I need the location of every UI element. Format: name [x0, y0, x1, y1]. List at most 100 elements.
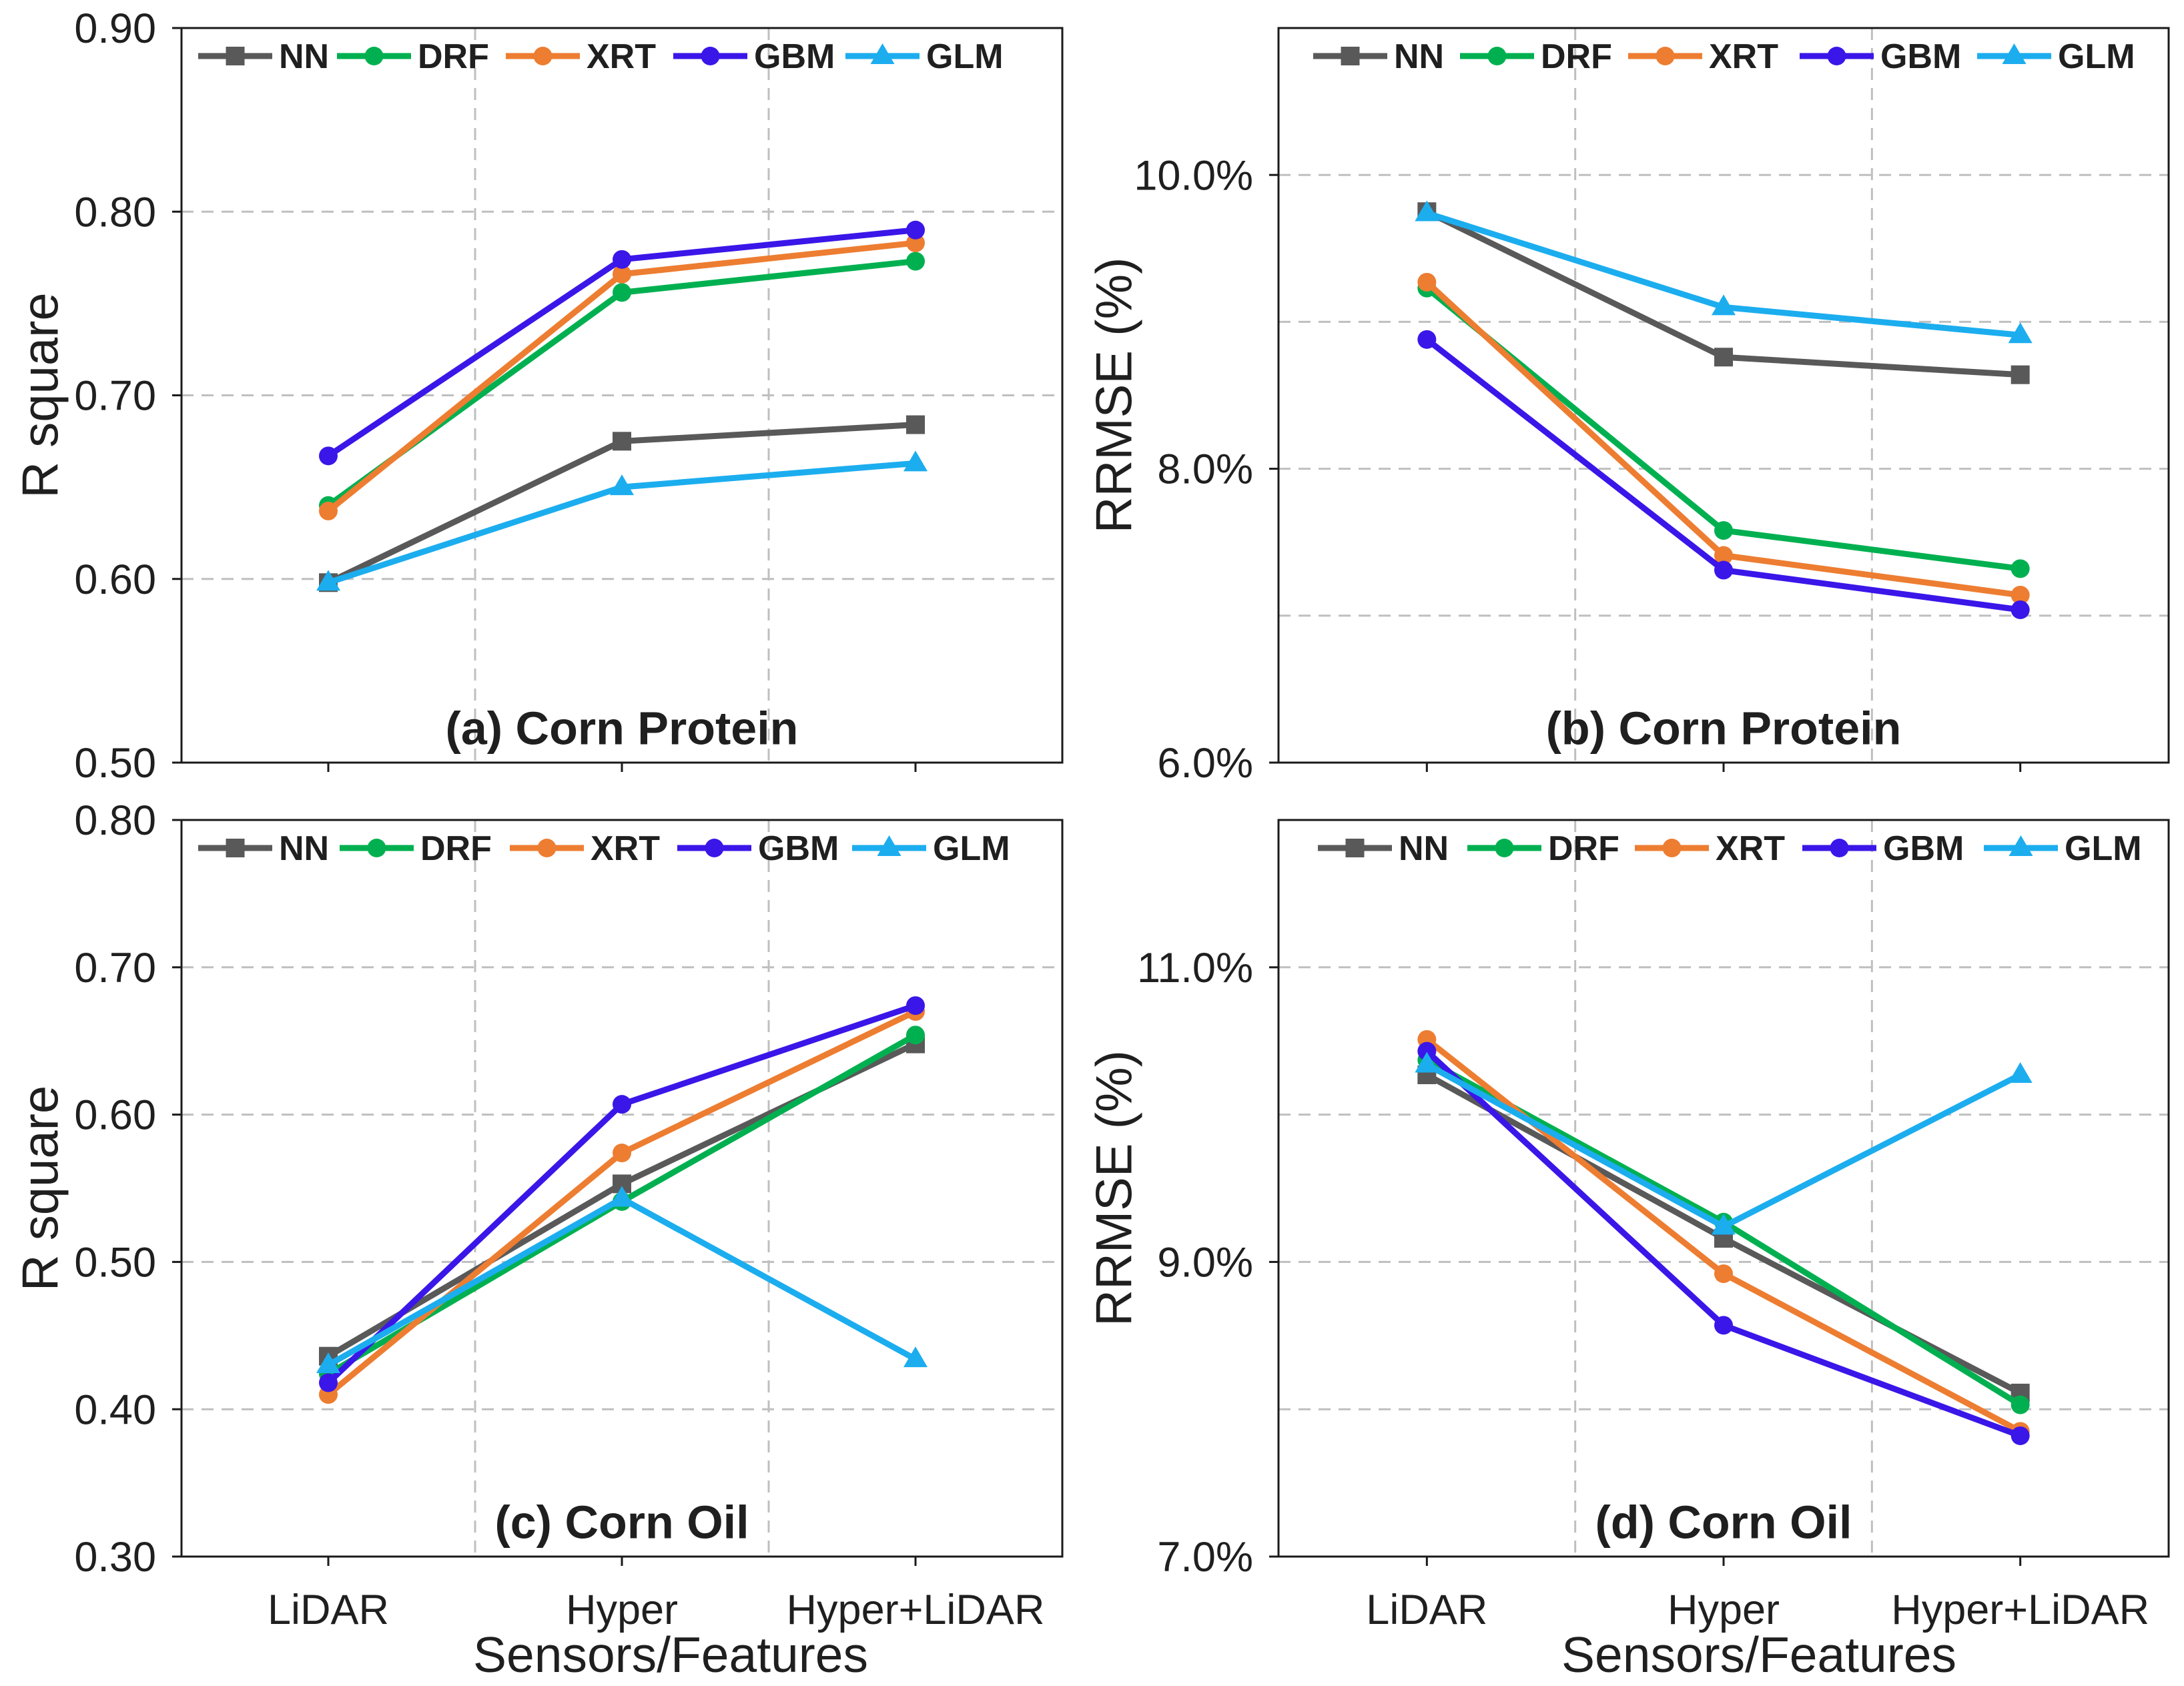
- series-drf: [1417, 278, 2030, 578]
- legend-marker-glm: [2009, 835, 2033, 856]
- y-tick-label: 0.60: [74, 1092, 156, 1139]
- data-point-gbm-hyper: [1714, 560, 1733, 580]
- y-tick-label: 0.80: [74, 797, 156, 844]
- data-point-gbm-hyper-lidar: [906, 996, 925, 1015]
- legend-marker-drf: [1487, 47, 1507, 65]
- legend-item-xrt: XRT: [1628, 37, 1778, 76]
- legend-label-gbm: GBM: [758, 829, 839, 868]
- legend-label-gbm: GBM: [1880, 37, 1961, 76]
- y-tick-label: 6.0%: [1157, 740, 1253, 787]
- series-glm: [316, 450, 928, 591]
- data-point-glm-hyper: [1712, 294, 1736, 316]
- data-point-gbm-hyper: [613, 250, 631, 269]
- legend-item-nn: NN: [1318, 829, 1449, 868]
- legend-label-gbm: GBM: [1883, 829, 1964, 868]
- panel-a: 0.50 0.60 0.70 0.80 0.90 R square (a) Corn Pro…: [13, 5, 1064, 787]
- data-point-nn-hyper-lidar: [2011, 365, 2030, 384]
- data-point-drf-hyper: [613, 283, 631, 302]
- data-point-drf-hyper-lidar: [2011, 559, 2030, 578]
- y-axis-title: R square: [13, 1086, 69, 1291]
- data-point-glm-hyper-lidar: [903, 1346, 928, 1368]
- y-tick-label: 0.80: [74, 189, 156, 236]
- data-point-gbm-lidar: [319, 1373, 338, 1392]
- y-tick-label: 0.50: [74, 1239, 156, 1286]
- data-point-xrt-lidar: [1417, 272, 1437, 292]
- legend-marker-gbm: [705, 839, 724, 857]
- legend-marker-xrt: [1656, 47, 1675, 65]
- legend-label-drf: DRF: [420, 829, 492, 868]
- data-point-gbm-hyper-lidar: [2011, 1426, 2030, 1445]
- y-tick-label: 7.0%: [1157, 1534, 1253, 1581]
- legend-marker-gbm: [1827, 47, 1846, 65]
- data-point-xrt-hyper-lidar: [906, 234, 925, 253]
- legend-item-drf: DRF: [1460, 37, 1612, 76]
- legend-item-gbm: GBM: [677, 829, 839, 868]
- legend-marker-nn: [1345, 839, 1365, 857]
- legend-item-nn: NN: [198, 829, 329, 868]
- series-line-glm: [1423, 1062, 2024, 1230]
- x-tick-label: Hyper: [1668, 1587, 1780, 1633]
- data-point-glm-lidar: [316, 1352, 340, 1373]
- legend-label-drf: DRF: [1548, 829, 1619, 868]
- legend-marker-nn: [226, 47, 245, 65]
- data-point-xrt-hyper: [613, 264, 631, 284]
- legend-label-xrt: XRT: [1716, 829, 1785, 868]
- legend: NN DRF XRT GBM GLM: [198, 37, 1004, 76]
- y-axis-title: RRMSE (%): [1086, 258, 1143, 534]
- series-line-glm: [325, 1195, 919, 1368]
- y-axis-title: R square: [13, 292, 69, 498]
- data-point-glm-hyper-lidar: [903, 450, 928, 472]
- legend-item-xrt: XRT: [506, 37, 656, 76]
- legend-marker-glm: [877, 835, 901, 856]
- legend-label-xrt: XRT: [1709, 37, 1778, 76]
- legend-label-glm: GLM: [2058, 37, 2135, 76]
- data-point-gbm-lidar: [319, 446, 338, 466]
- data-point-drf-hyper-lidar: [906, 1025, 925, 1045]
- series-glm: [316, 1186, 928, 1373]
- y-tick-label: 0.60: [74, 556, 156, 603]
- x-tick-label: LiDAR: [268, 1587, 389, 1633]
- legend: NN DRF XRT GBM GLM: [198, 829, 1010, 868]
- legend-marker-nn: [226, 839, 245, 857]
- data-point-drf-hyper-lidar: [906, 252, 925, 271]
- x-tick-label: Hyper+LiDAR: [1891, 1587, 2149, 1633]
- series-glm: [1415, 200, 2033, 344]
- legend-marker-xrt: [533, 47, 553, 65]
- data-point-gbm-hyper: [613, 1095, 631, 1114]
- data-point-gbm-hyper: [1714, 1316, 1733, 1335]
- data-point-xrt-hyper: [1714, 546, 1733, 565]
- panel-title: (b) Corn Protein: [1546, 703, 1902, 755]
- panel-d: 7.0% 9.0% 11.0% LiDAR Hyper Hyper+LiDAR RRMSE …: [1086, 819, 2170, 1683]
- y-tick-label: 10.0%: [1134, 152, 1253, 199]
- data-point-nn-hyper: [613, 432, 631, 451]
- data-point-drf-hyper-lidar: [2011, 1395, 2030, 1414]
- legend-marker-glm: [870, 43, 895, 64]
- legend: NN DRF XRT GBM GLM: [1318, 829, 2142, 868]
- panel-b: 6.0% 8.0% 10.0% RRMSE (%) (b) Corn Protein NN…: [1086, 27, 2170, 787]
- legend-item-drf: DRF: [340, 829, 492, 868]
- x-axis-title: Sensors/Features: [1561, 1627, 1956, 1683]
- legend-label-glm: GLM: [933, 829, 1010, 868]
- data-point-gbm-hyper-lidar: [906, 220, 925, 240]
- x-axis-title: Sensors/Features: [473, 1627, 868, 1683]
- series-gbm: [1417, 330, 2030, 619]
- legend-label-drf: DRF: [1541, 37, 1612, 76]
- series-nn: [319, 415, 925, 592]
- y-tick-label: 0.50: [74, 740, 156, 787]
- plot-frame: [1277, 819, 2170, 1558]
- data-point-nn-hyper-lidar: [906, 415, 925, 434]
- data-point-gbm-lidar: [1417, 1041, 1437, 1061]
- legend-label-glm: GLM: [926, 37, 1004, 76]
- legend-item-gbm: GBM: [673, 37, 835, 76]
- data-point-glm-hyper: [610, 474, 634, 496]
- data-point-glm-lidar: [1415, 200, 1439, 222]
- y-tick-label: 0.70: [74, 373, 156, 420]
- legend-label-nn: NN: [1399, 829, 1449, 868]
- legend-item-glm: GLM: [845, 37, 1004, 76]
- series-gbm: [319, 220, 925, 466]
- y-tick-label: 0.40: [74, 1386, 156, 1433]
- data-point-xrt-lidar: [319, 501, 338, 520]
- legend-item-glm: GLM: [852, 829, 1010, 868]
- data-point-xrt-hyper: [1714, 1264, 1733, 1284]
